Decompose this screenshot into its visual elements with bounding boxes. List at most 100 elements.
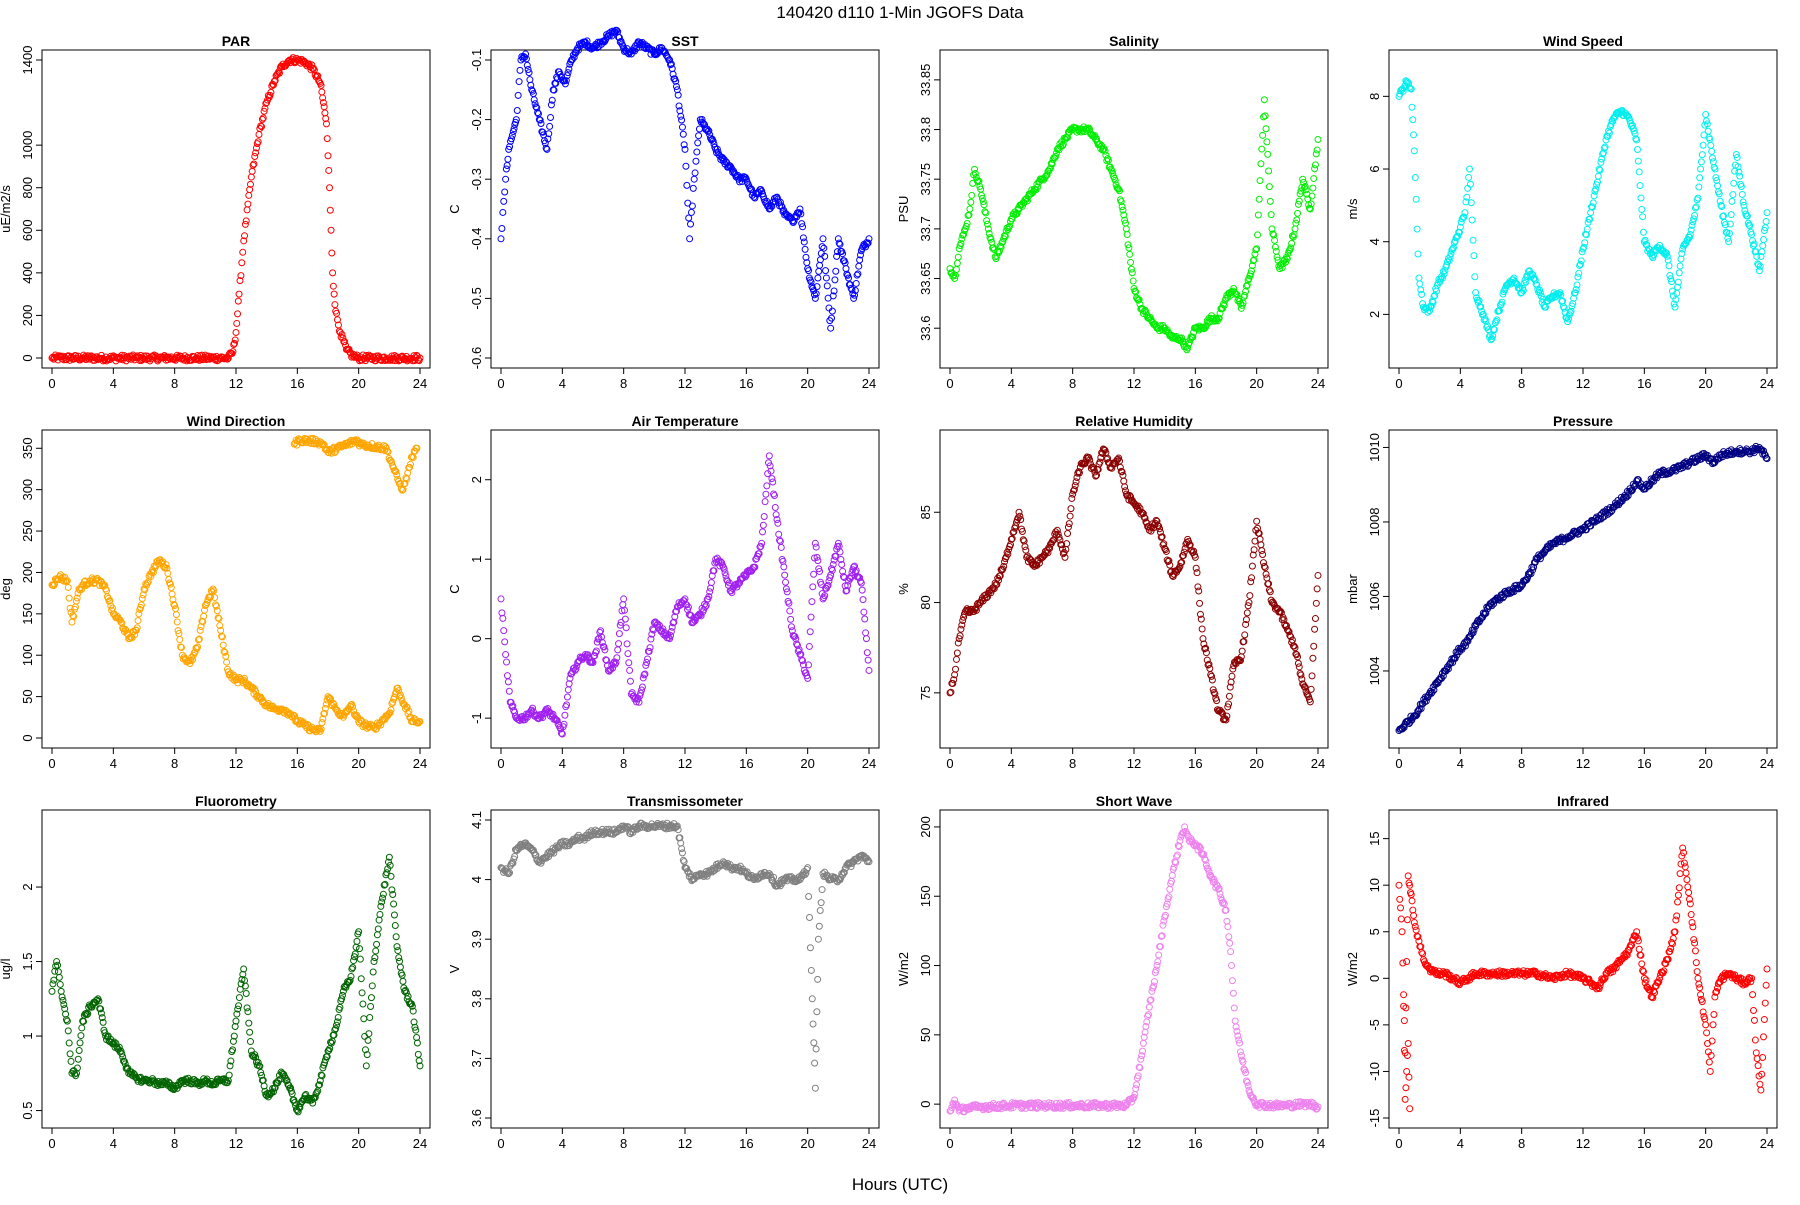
x-tick-label: 16 bbox=[739, 756, 753, 771]
x-tick-label: 0 bbox=[497, 756, 504, 771]
data-point bbox=[818, 900, 824, 906]
data-point bbox=[400, 978, 406, 984]
data-point bbox=[967, 206, 973, 212]
data-point bbox=[816, 268, 822, 274]
x-tick-label: 16 bbox=[739, 1136, 753, 1151]
data-point bbox=[1260, 132, 1266, 138]
data-point bbox=[620, 602, 626, 608]
data-point bbox=[498, 596, 504, 602]
data-point bbox=[1023, 547, 1029, 553]
data-point bbox=[688, 221, 694, 227]
data-point bbox=[56, 974, 62, 980]
x-tick-label: 0 bbox=[946, 1136, 953, 1151]
data-point bbox=[862, 616, 868, 622]
x-tick-label: 24 bbox=[1760, 376, 1774, 391]
data-point bbox=[169, 591, 175, 597]
data-point bbox=[76, 1048, 82, 1054]
data-point bbox=[953, 666, 959, 672]
data-point bbox=[1264, 139, 1270, 145]
data-point bbox=[1068, 506, 1074, 512]
y-tick-label: -0.5 bbox=[469, 287, 484, 309]
data-point bbox=[958, 626, 964, 632]
data-point bbox=[815, 936, 821, 942]
data-point bbox=[57, 981, 63, 987]
x-tick-label: 12 bbox=[1127, 1136, 1141, 1151]
data-points bbox=[947, 824, 1321, 1115]
x-tick-label: 24 bbox=[862, 376, 876, 391]
plot-frame bbox=[491, 50, 879, 368]
y-axis-label: uE/m2/s bbox=[0, 185, 13, 233]
y-tick-label: 1006 bbox=[1367, 582, 1382, 611]
y-axis-label: C bbox=[447, 204, 462, 213]
data-point bbox=[516, 79, 522, 85]
data-point bbox=[863, 636, 869, 642]
data-point bbox=[810, 584, 816, 590]
y-tick-label: -0.2 bbox=[469, 108, 484, 130]
data-point bbox=[235, 298, 241, 304]
data-point bbox=[1676, 270, 1682, 276]
data-point bbox=[853, 280, 859, 286]
plot-frame bbox=[1389, 50, 1777, 368]
y-tick-label: 6 bbox=[1367, 165, 1382, 172]
data-point bbox=[348, 973, 354, 979]
series-1 bbox=[1396, 443, 1770, 733]
y-tick-label: 100 bbox=[20, 644, 35, 666]
data-point bbox=[1639, 206, 1645, 212]
x-tick-label: 16 bbox=[1637, 376, 1651, 391]
data-point bbox=[624, 641, 630, 647]
data-points bbox=[49, 435, 423, 734]
y-tick-label: 33.6 bbox=[918, 316, 933, 341]
data-point bbox=[806, 643, 812, 649]
data-point bbox=[1640, 229, 1646, 235]
y-tick-label: 350 bbox=[20, 437, 35, 459]
data-point bbox=[548, 114, 554, 120]
panel-title: PAR bbox=[222, 33, 251, 49]
data-point bbox=[782, 572, 788, 578]
data-point bbox=[813, 544, 819, 550]
data-point bbox=[372, 955, 378, 961]
data-point bbox=[1312, 626, 1318, 632]
data-points bbox=[49, 854, 423, 1115]
data-point bbox=[376, 917, 382, 923]
x-tick-label: 8 bbox=[1069, 1136, 1076, 1151]
data-point bbox=[392, 922, 398, 928]
data-point bbox=[762, 499, 768, 505]
panel-title: Fluorometry bbox=[195, 793, 277, 809]
x-tick-label: 8 bbox=[1069, 376, 1076, 391]
series-1 bbox=[947, 446, 1321, 723]
data-point bbox=[55, 969, 61, 975]
data-point bbox=[173, 612, 179, 618]
data-point bbox=[501, 198, 507, 204]
x-tick-label: 24 bbox=[1760, 756, 1774, 771]
data-point bbox=[506, 688, 512, 694]
data-point bbox=[1066, 521, 1072, 527]
x-tick-label: 20 bbox=[800, 1136, 814, 1151]
data-point bbox=[393, 934, 399, 940]
y-tick-label: 4.1 bbox=[469, 811, 484, 829]
data-point bbox=[1229, 673, 1235, 679]
data-point bbox=[781, 564, 787, 570]
data-point bbox=[680, 131, 686, 137]
data-point bbox=[524, 62, 530, 68]
data-point bbox=[327, 185, 333, 191]
data-point bbox=[514, 107, 520, 113]
x-tick-label: 4 bbox=[559, 756, 566, 771]
x-tick-label: 4 bbox=[110, 756, 117, 771]
data-point bbox=[861, 609, 867, 615]
data-point bbox=[504, 659, 510, 665]
series-1 bbox=[1396, 78, 1770, 343]
x-tick-label: 0 bbox=[946, 756, 953, 771]
series-1 bbox=[49, 854, 423, 1115]
data-point bbox=[647, 645, 653, 651]
y-tick-label: 600 bbox=[20, 219, 35, 241]
x-tick-label: 12 bbox=[229, 756, 243, 771]
data-point bbox=[760, 522, 766, 528]
data-point bbox=[622, 616, 628, 622]
data-points bbox=[947, 446, 1321, 723]
data-point bbox=[679, 850, 685, 856]
y-axis-label: W/m2 bbox=[896, 952, 911, 986]
series-1 bbox=[947, 97, 1321, 353]
data-point bbox=[708, 580, 714, 586]
data-point bbox=[1414, 226, 1420, 232]
data-point bbox=[246, 192, 252, 198]
